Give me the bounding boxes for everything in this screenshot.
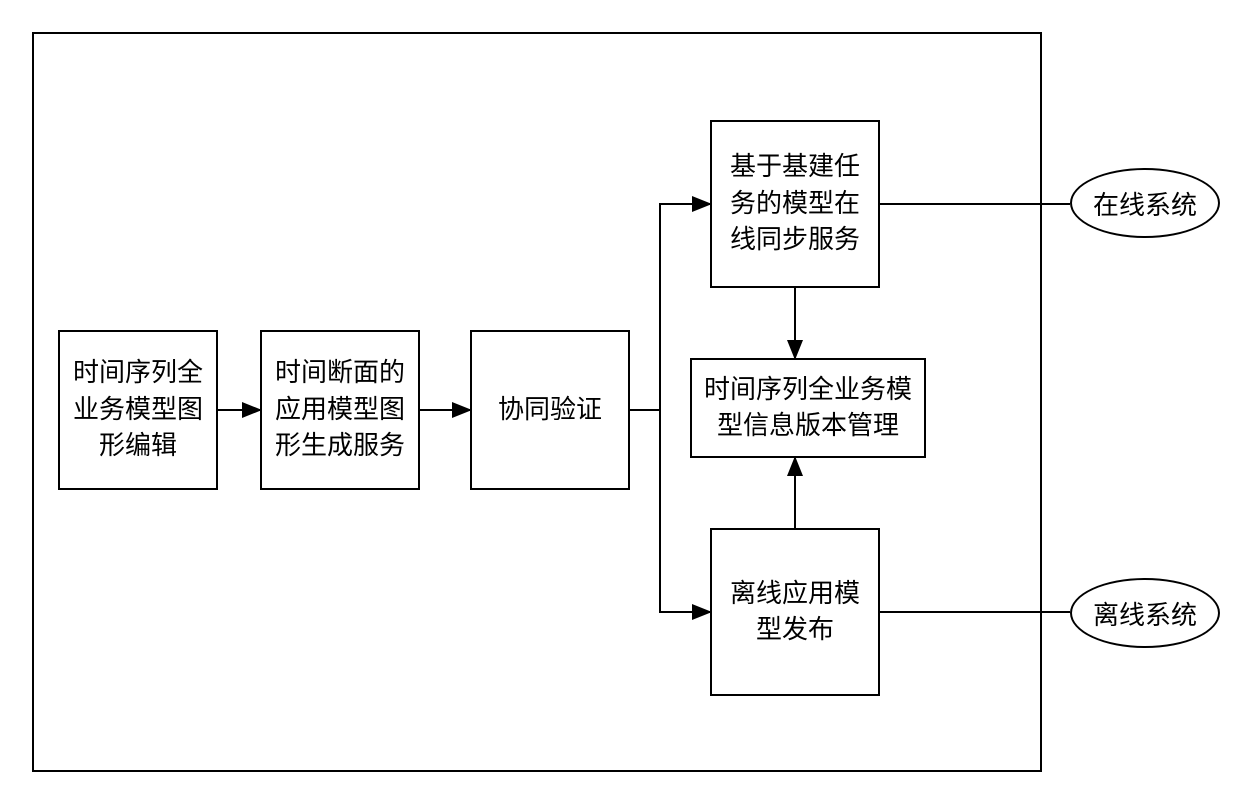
node-label: 时间断面的应用模型图形生成服务 [270, 355, 410, 464]
node-label: 离线系统 [1093, 595, 1197, 632]
node-label: 离线应用模型发布 [720, 576, 870, 649]
node-label: 协同验证 [498, 392, 602, 428]
node-offline-system: 离线系统 [1070, 578, 1220, 648]
node-version-manage: 时间序列全业务模型信息版本管理 [690, 358, 926, 458]
node-online-system: 在线系统 [1070, 168, 1220, 238]
node-timesection-generate: 时间断面的应用模型图形生成服务 [260, 330, 420, 490]
node-online-sync: 基于基建任务的模型在线同步服务 [710, 120, 880, 288]
node-timeseries-edit: 时间序列全业务模型图形编辑 [58, 330, 218, 490]
node-label: 时间序列全业务模型信息版本管理 [700, 372, 916, 445]
node-label: 基于基建任务的模型在线同步服务 [720, 149, 870, 258]
node-collaborative-verify: 协同验证 [470, 330, 630, 490]
node-label: 在线系统 [1093, 185, 1197, 222]
node-label: 时间序列全业务模型图形编辑 [68, 355, 208, 464]
node-offline-publish: 离线应用模型发布 [710, 528, 880, 696]
